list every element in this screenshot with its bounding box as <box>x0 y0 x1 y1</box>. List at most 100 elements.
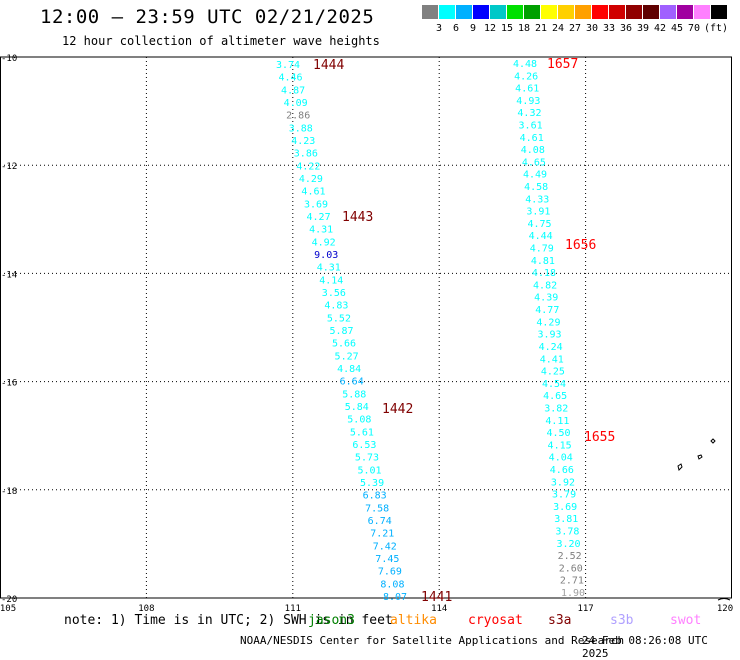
wave-height-value: 5.27 <box>335 351 359 362</box>
wave-height-value: 4.61 <box>520 133 544 144</box>
wave-height-value: 4.24 <box>539 342 563 353</box>
wave-height-value: 4.33 <box>525 194 549 205</box>
wave-height-value: 4.18 <box>532 268 556 279</box>
lon-label: 114 <box>431 604 447 614</box>
credit-text: NOAA/NESDIS Center for Satellite Applica… <box>240 634 625 647</box>
scale-swatch <box>575 5 591 19</box>
wave-height-value: 4.82 <box>533 280 557 291</box>
pass-time-label: 1443 <box>342 210 373 225</box>
scale-tick-label: 12 <box>483 23 497 34</box>
satellite-legend-item: cryosat <box>468 613 523 628</box>
wave-height-value: 4.79 <box>530 244 554 255</box>
wave-height-value: 4.66 <box>550 465 574 476</box>
wave-height-value: 3.69 <box>304 199 328 210</box>
wave-height-value: 4.27 <box>307 212 331 223</box>
wave-height-value: 5.88 <box>342 389 366 400</box>
wave-height-value: 5.84 <box>345 402 369 413</box>
scale-tick-label: 70 <box>687 23 701 34</box>
wave-height-value: 4.31 <box>317 263 341 274</box>
wave-height-value: 3.61 <box>519 121 543 132</box>
scale-unit-label: (ft) <box>703 23 729 34</box>
wave-height-value: 8.07 <box>383 592 407 603</box>
lat-lon-grid <box>0 56 732 599</box>
wave-height-value: 4.84 <box>337 364 361 375</box>
map-title: 12:00 – 23:59 UTC 02/21/2025 <box>40 6 375 28</box>
note-text: note: 1) Time is in UTC; 2) SWH is in fe… <box>64 613 393 628</box>
lon-label: 117 <box>577 604 593 614</box>
wave-height-value: 3.81 <box>554 514 578 525</box>
island <box>710 438 716 444</box>
wave-height-value: 3.86 <box>294 149 318 160</box>
lon-label: 120 <box>717 604 733 614</box>
generated-timestamp: 24 Feb 08:26:08 UTC 2025 <box>582 634 708 660</box>
scale-swatch <box>558 5 574 19</box>
island <box>697 454 703 460</box>
lat-label: -18 <box>1 487 17 497</box>
wave-height-value: 2.71 <box>560 576 584 587</box>
wave-height-value: 4.77 <box>535 305 559 316</box>
wave-height-value: 4.93 <box>516 96 540 107</box>
wave-height-value: 4.65 <box>522 157 546 168</box>
wave-height-value: 4.25 <box>541 367 565 378</box>
wave-height-value: 4.61 <box>301 187 325 198</box>
wave-height-value: 2.86 <box>286 111 310 122</box>
wave-height-value: 4.58 <box>524 182 548 193</box>
scale-swatch <box>609 5 625 19</box>
scale-swatch <box>541 5 557 19</box>
wave-height-value: 2.52 <box>558 551 582 562</box>
wave-height-value: 4.31 <box>309 225 333 236</box>
wave-height-value: 5.87 <box>329 326 353 337</box>
scale-tick-label: 30 <box>585 23 599 34</box>
pass-time-label: 1655 <box>584 430 615 445</box>
lon-label: 105 <box>0 604 16 614</box>
scale-swatch <box>592 5 608 19</box>
scale-tick-label: 42 <box>653 23 667 34</box>
wave-height-value: 5.39 <box>360 478 384 489</box>
scale-swatch <box>490 5 506 19</box>
wave-height-value: 1.90 <box>561 588 585 599</box>
scale-tick-label: 45 <box>670 23 684 34</box>
lat-label: -10 <box>1 54 17 64</box>
scale-swatch <box>643 5 659 19</box>
pass-time-label: 1657 <box>547 57 578 72</box>
scale-tick-label: 18 <box>517 23 531 34</box>
wave-height-value: 5.52 <box>327 313 351 324</box>
wave-height-value: 3.74 <box>276 60 300 71</box>
lat-label: -14 <box>1 270 17 280</box>
island <box>677 463 683 471</box>
wave-height-value: 3.79 <box>552 490 576 501</box>
wave-height-value: 5.08 <box>347 415 371 426</box>
wave-height-value: 5.66 <box>332 339 356 350</box>
wave-height-value: 4.32 <box>517 108 541 119</box>
wave-height-value: 4.14 <box>319 275 343 286</box>
wave-height-value: 3.93 <box>538 330 562 341</box>
scale-swatch <box>456 5 472 19</box>
scale-swatch <box>694 5 710 19</box>
wave-height-value: 6.53 <box>352 440 376 451</box>
wave-height-value: 6.64 <box>340 377 364 388</box>
wave-height-value: 7.45 <box>375 554 399 565</box>
island <box>717 598 731 601</box>
wave-height-value: 8.08 <box>380 579 404 590</box>
scale-tick-label: 27 <box>568 23 582 34</box>
wave-height-value: 4.65 <box>543 391 567 402</box>
wave-height-value: 4.46 <box>279 73 303 84</box>
wave-height-value: 4.08 <box>521 145 545 156</box>
wave-height-value: 3.91 <box>526 207 550 218</box>
wave-height-value: 4.04 <box>549 453 573 464</box>
wave-height-value: 3.78 <box>555 526 579 537</box>
wave-height-value: 4.83 <box>324 301 348 312</box>
lat-label: -20 <box>1 595 17 605</box>
satellite-legend-item: altika <box>390 613 437 628</box>
scale-tick-label: 21 <box>534 23 548 34</box>
wave-height-value: 4.29 <box>536 317 560 328</box>
wave-height-value: 4.87 <box>281 85 305 96</box>
lon-label: 108 <box>138 604 154 614</box>
wave-height-value: 4.44 <box>529 231 553 242</box>
satellite-legend-item: swot <box>670 613 702 628</box>
wave-height-value: 4.49 <box>523 170 547 181</box>
wave-height-value: 4.54 <box>542 379 566 390</box>
lat-label: -12 <box>1 162 17 172</box>
